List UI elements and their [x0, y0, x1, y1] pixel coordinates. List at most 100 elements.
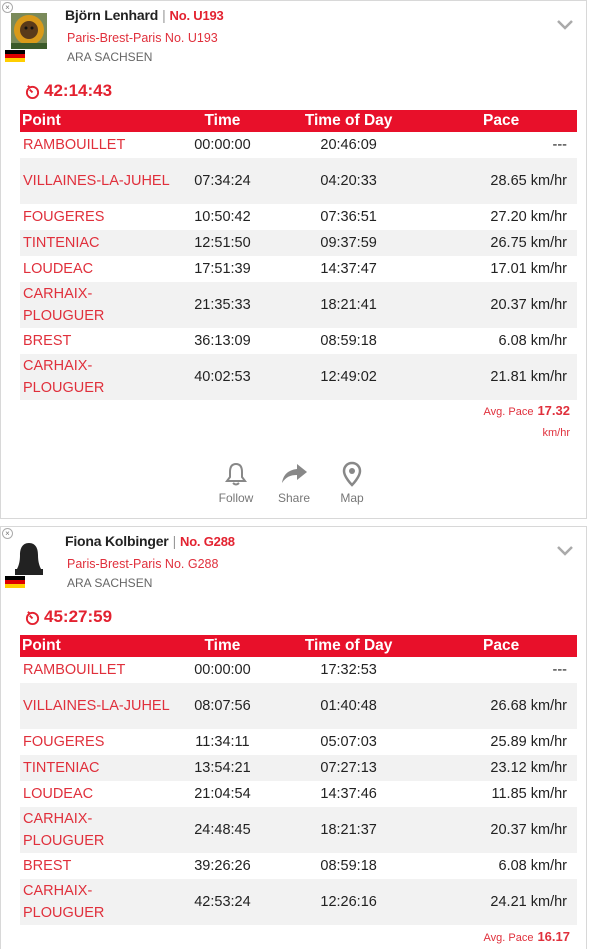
time-of-day: 05:07:03: [320, 734, 377, 750]
col-pace: Pace: [425, 635, 577, 657]
point-name[interactable]: LOUDEAC: [23, 261, 94, 277]
avg-pace-label: Avg. Pace: [483, 932, 534, 944]
elapsed-time: 17:51:39: [194, 261, 251, 277]
event-name[interactable]: Paris-Brest-Paris No. G288: [67, 557, 219, 571]
table-header: Point Time Time of Day Pace: [20, 635, 577, 657]
point-name[interactable]: TINTENIAC: [20, 755, 173, 781]
chevron-down-icon[interactable]: [556, 545, 574, 557]
table-row: FOUGERES 10:50:42 07:36:51 27.20 km/hr: [20, 204, 577, 230]
point-name[interactable]: RAMBOUILLET: [23, 662, 126, 678]
elapsed-time: 11:34:11: [195, 734, 250, 750]
point-name[interactable]: CARHAIX-PLOUGUER: [20, 354, 173, 400]
avatar: [11, 539, 47, 575]
table-row: LOUDEAC 21:04:54 14:37:46 11.85 km/hr: [20, 781, 577, 807]
event-name[interactable]: Paris-Brest-Paris No. U193: [67, 31, 218, 45]
pace: 27.20 km/hr: [490, 209, 567, 225]
pace: ---: [552, 662, 568, 678]
elapsed-time: 21:04:54: [194, 786, 251, 802]
time-of-day: 04:20:33: [271, 158, 426, 204]
elapsed-time: 00:00:00: [194, 137, 251, 153]
map-label: Map: [340, 491, 364, 505]
table-row: CARHAIX-PLOUGUER 21:35:33 18:21:41 20.37…: [20, 282, 577, 328]
pace: 20.37 km/hr: [425, 807, 577, 853]
close-icon[interactable]: ×: [2, 528, 13, 539]
point-name[interactable]: CARHAIX-PLOUGUER: [20, 807, 173, 853]
follow-button[interactable]: Follow: [216, 461, 256, 505]
point-name[interactable]: BREST: [23, 333, 72, 349]
pace: 23.12 km/hr: [425, 755, 577, 781]
bib-number: No. U193: [169, 8, 224, 23]
follow-label: Follow: [218, 491, 254, 505]
point-name[interactable]: CARHAIX-PLOUGUER: [20, 282, 173, 328]
total-time: 45:27:59: [25, 607, 112, 627]
average-pace: Avg. Pace 16.17: [484, 929, 571, 944]
pace: 17.01 km/hr: [490, 261, 567, 277]
pace: 24.21 km/hr: [425, 879, 577, 925]
time-of-day: 18:21:37: [271, 807, 426, 853]
col-point: Point: [20, 635, 173, 657]
time-of-day: 08:59:18: [320, 333, 377, 349]
col-point: Point: [20, 110, 173, 132]
point-name[interactable]: TINTENIAC: [20, 230, 173, 256]
col-time-of-day: Time of Day: [271, 110, 426, 132]
share-button[interactable]: Share: [274, 461, 314, 505]
table-row: VILLAINES-LA-JUHEL 07:34:24 04:20:33 28.…: [20, 158, 577, 204]
rider-name: Fiona Kolbinger | No. G288: [65, 533, 235, 549]
stopwatch-icon: [25, 84, 40, 99]
time-of-day: 18:21:41: [271, 282, 426, 328]
table-row: BREST 36:13:09 08:59:18 6.08 km/hr: [20, 328, 577, 354]
splits-table: Point Time Time of Day Pace RAMBOUILLET …: [20, 635, 577, 925]
time-of-day: 12:49:02: [271, 354, 426, 400]
action-bar: Follow Share Map: [216, 461, 372, 505]
map-button[interactable]: Map: [332, 461, 372, 505]
col-time-of-day: Time of Day: [271, 635, 426, 657]
point-name[interactable]: VILLAINES-LA-JUHEL: [20, 158, 173, 204]
bib-number: No. G288: [180, 534, 235, 549]
share-arrow-icon: [282, 464, 307, 483]
map-pin-icon: [342, 461, 362, 487]
time-of-day: 12:26:16: [271, 879, 426, 925]
pace: ---: [552, 137, 568, 153]
pace: 25.89 km/hr: [490, 734, 567, 750]
table-row: BREST 39:26:26 08:59:18 6.08 km/hr: [20, 853, 577, 879]
table-row: RAMBOUILLET 00:00:00 17:32:53 ---: [20, 657, 577, 683]
point-name[interactable]: LOUDEAC: [23, 786, 94, 802]
elapsed-time: 10:50:42: [194, 209, 251, 225]
point-name[interactable]: FOUGERES: [23, 209, 105, 225]
table-row: CARHAIX-PLOUGUER 40:02:53 12:49:02 21.81…: [20, 354, 577, 400]
chevron-down-icon[interactable]: [556, 19, 574, 31]
club-name: ARA SACHSEN: [67, 576, 153, 590]
splits-table: Point Time Time of Day Pace RAMBOUILLET …: [20, 110, 577, 400]
rider-card: × Fiona Kolbinger | No. G288 Paris-Brest-P…: [0, 526, 587, 949]
time-of-day: 20:46:09: [320, 137, 377, 153]
pace: 6.08 km/hr: [498, 333, 568, 349]
table-row: CARHAIX-PLOUGUER 42:53:24 12:26:16 24.21…: [20, 879, 577, 925]
point-name[interactable]: RAMBOUILLET: [23, 137, 126, 153]
time-of-day: 14:37:47: [320, 261, 377, 277]
point-name[interactable]: FOUGERES: [23, 734, 105, 750]
close-icon[interactable]: ×: [2, 2, 13, 13]
point-name[interactable]: BREST: [23, 858, 72, 874]
elapsed-time: 12:51:50: [173, 230, 272, 256]
table-row: TINTENIAC 13:54:21 07:27:13 23.12 km/hr: [20, 755, 577, 781]
table-row: RAMBOUILLET 00:00:00 20:46:09 ---: [20, 132, 577, 158]
point-name[interactable]: CARHAIX-PLOUGUER: [20, 879, 173, 925]
pace: 28.65 km/hr: [425, 158, 577, 204]
time-of-day: 17:32:53: [320, 662, 377, 678]
table-header: Point Time Time of Day Pace: [20, 110, 577, 132]
time-of-day: 08:59:18: [320, 858, 377, 874]
col-time: Time: [173, 635, 272, 657]
elapsed-time: 13:54:21: [173, 755, 272, 781]
table-row: LOUDEAC 17:51:39 14:37:47 17.01 km/hr: [20, 256, 577, 282]
rider-card: × Björn Lenhard | No. U193 Paris-Brest-Par…: [0, 0, 587, 519]
rider-name: Björn Lenhard | No. U193: [65, 7, 224, 23]
pace: 11.85 km/hr: [491, 786, 568, 802]
pace: 21.81 km/hr: [425, 354, 577, 400]
total-time-value: 42:14:43: [44, 81, 113, 100]
average-pace: Avg. Pace 17.32: [484, 403, 571, 418]
rider-name-text: Fiona Kolbinger: [65, 533, 169, 549]
elapsed-time: 42:53:24: [173, 879, 272, 925]
avg-pace-value: 17.32: [537, 403, 570, 418]
point-name[interactable]: VILLAINES-LA-JUHEL: [20, 683, 173, 729]
total-time: 42:14:43: [25, 81, 112, 101]
